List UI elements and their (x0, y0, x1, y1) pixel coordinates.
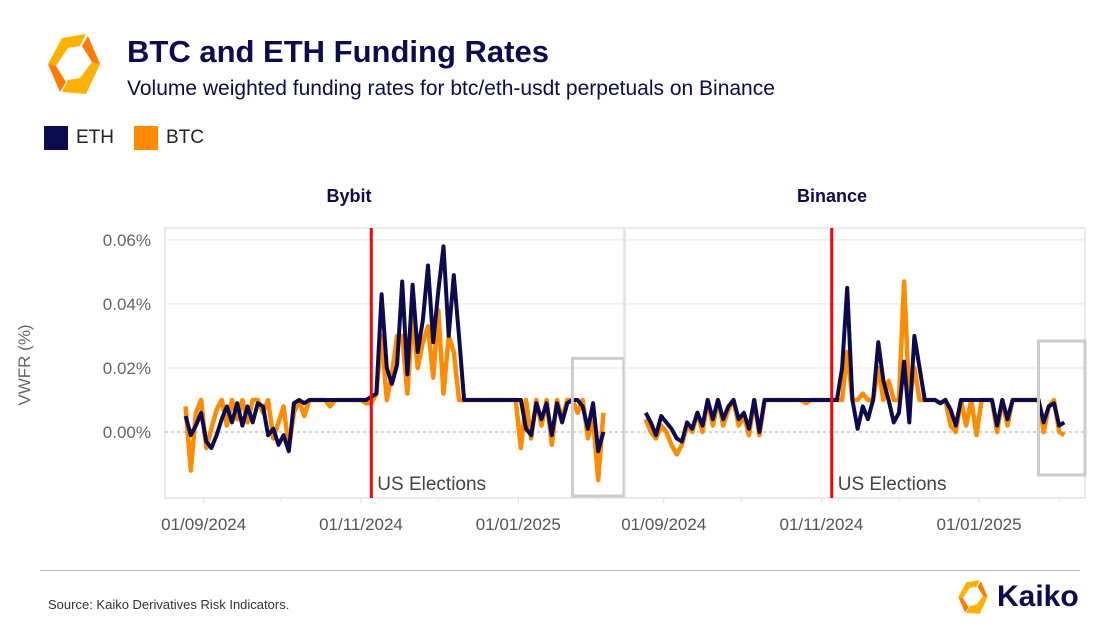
y-tick-label: 0.04% (103, 295, 151, 314)
panel-binance: 01/09/2024 01/11/2024 01/01/2025 US Electio… (621, 227, 1087, 534)
election-annotation-label: US Elections (838, 474, 947, 495)
x-tick-label: 01/09/2024 (161, 515, 246, 534)
x-tick-label: 01/01/2025 (936, 515, 1021, 534)
legend-swatch-eth (44, 126, 68, 150)
legend: ETH BTC (44, 126, 204, 150)
x-tick-label: 01/11/2024 (779, 515, 863, 534)
election-annotation-label: US Elections (377, 474, 486, 495)
kaiko-logo-icon (48, 34, 100, 94)
y-axis-label: VWFR (%) (15, 324, 34, 405)
legend-item-btc: BTC (134, 126, 204, 150)
x-tick-label: 01/09/2024 (621, 515, 706, 534)
kaiko-brand: Kaiko (955, 580, 1079, 614)
panel-title-binance: Binance (797, 186, 867, 206)
footer-divider (40, 570, 1080, 571)
chart-title: BTC and ETH Funding Rates (127, 34, 549, 69)
chart-subtitle: Volume weighted funding rates for btc/et… (127, 77, 775, 100)
source-note: Source: Kaiko Derivatives Risk Indicator… (48, 597, 290, 612)
x-tick-label: 01/11/2024 (319, 515, 403, 534)
y-tick-label: 0.00% (103, 423, 151, 442)
y-tick-label: 0.06% (103, 231, 151, 250)
kaiko-wordmark: Kaiko (997, 580, 1079, 613)
series-line-btc (183, 308, 606, 483)
series-line-eth (183, 244, 606, 454)
panel-bybit: 0.00% 0.02% 0.04% 0.06% 01/09/2024 01/11/2024… (103, 227, 626, 534)
series-line-eth (643, 285, 1066, 444)
legend-label-eth: ETH (76, 127, 114, 148)
legend-label-btc: BTC (166, 127, 204, 148)
kaiko-brand-logo-icon (958, 580, 988, 614)
y-tick-label: 0.02% (103, 359, 151, 378)
highlight-box (1036, 339, 1087, 477)
panel-title-bybit: Bybit (327, 186, 372, 206)
panel-frame (624, 227, 1086, 499)
legend-item-eth: ETH (44, 126, 114, 150)
highlight-box (570, 356, 626, 498)
legend-swatch-btc (134, 126, 158, 150)
x-tick-label: 01/01/2025 (476, 515, 561, 534)
